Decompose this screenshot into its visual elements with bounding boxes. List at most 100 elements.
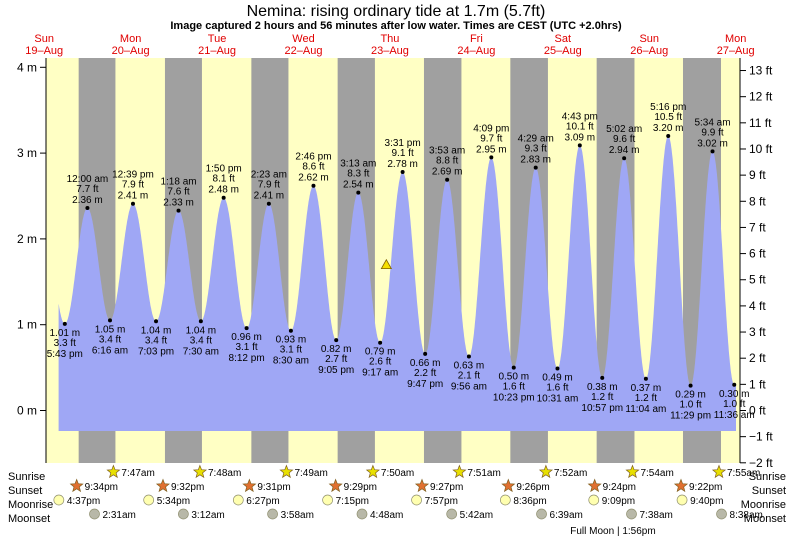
low-tide-m: 0.82 m xyxy=(321,344,352,355)
tide-point xyxy=(466,354,471,359)
tide-point xyxy=(311,183,316,188)
day-date: 19–Aug xyxy=(25,45,63,57)
low-tide-ft: 1.6 ft xyxy=(546,382,568,393)
low-tide-time: 10:23 pm xyxy=(493,393,535,404)
low-tide-ft: 2.2 ft xyxy=(414,368,436,379)
chart-title: Nemina: rising ordinary tide at 1.7m (5.… xyxy=(247,3,546,20)
y-right-tick-label: 13 ft xyxy=(749,64,773,78)
tide-point xyxy=(710,149,715,154)
y-right-tick-label: 5 ft xyxy=(749,273,766,287)
sunrise-time: 7:47am xyxy=(121,468,154,479)
y-right-tick-label: 4 ft xyxy=(749,299,766,313)
moonrise-icon xyxy=(676,494,688,506)
moonset-time: 8:38am xyxy=(730,510,763,521)
moonset-icon xyxy=(716,508,727,520)
low-tide-time: 10:31 am xyxy=(537,393,579,404)
high-tide-ft: 10.1 ft xyxy=(566,121,594,132)
low-tide-m: 1.01 m xyxy=(50,328,81,339)
moonrise-time: 4:37pm xyxy=(67,496,100,507)
high-tide-time: 3:31 pm xyxy=(385,138,421,149)
sunrise-row-label-right: Sunrise xyxy=(749,471,786,483)
low-tide-time: 9:47 pm xyxy=(407,379,443,390)
low-tide-time: 11:36 am xyxy=(714,410,755,421)
low-tide-time: 10:57 pm xyxy=(581,403,623,414)
tide-point xyxy=(533,165,538,170)
sunset-time: 9:32pm xyxy=(171,482,204,493)
tide-point xyxy=(62,321,67,326)
day-date: 23–Aug xyxy=(371,45,409,57)
day-name: Tue xyxy=(208,33,227,45)
tide-point xyxy=(489,155,494,160)
y-right-tick-label: 8 ft xyxy=(749,194,766,208)
day-name: Sun xyxy=(34,33,54,45)
day-date: 22–Aug xyxy=(285,45,323,57)
chart-subtitle: Image captured 2 hours and 56 minutes af… xyxy=(170,20,622,32)
low-tide-time: 11:04 am xyxy=(625,404,666,415)
moonrise-time: 8:36pm xyxy=(513,496,546,507)
high-tide-time: 3:13 am xyxy=(340,159,376,170)
tide-point xyxy=(577,143,582,148)
high-tide-time: 3:53 am xyxy=(429,146,465,157)
moonrise-time: 9:40pm xyxy=(690,496,723,507)
tide-point xyxy=(266,201,271,206)
moonrise-time: 7:15pm xyxy=(336,496,369,507)
row-labels: Sunrise Sunset Moonrise Moonset Sunrise … xyxy=(8,471,786,525)
day-name: Sat xyxy=(555,33,572,45)
moonset-icon xyxy=(536,508,547,520)
moonrise-icon xyxy=(232,494,244,506)
low-tide-ft: 3.4 ft xyxy=(190,335,212,346)
low-tide-time: 11:29 pm xyxy=(670,411,711,422)
low-tide-m: 0.79 m xyxy=(365,347,396,358)
tide-point xyxy=(643,376,648,381)
y-right-tick-label: 10 ft xyxy=(749,142,773,156)
low-tide-m: 0.96 m xyxy=(231,332,262,343)
high-tide-time: 4:09 pm xyxy=(473,123,509,134)
tide-point xyxy=(221,195,226,200)
day-date: 25–Aug xyxy=(544,45,582,57)
sunset-time: 9:31pm xyxy=(257,482,290,493)
tide-point xyxy=(688,383,693,388)
high-tide-m: 2.33 m xyxy=(163,198,194,209)
moonrise-row-label-left: Moonrise xyxy=(8,499,53,511)
high-tide-ft: 9.6 ft xyxy=(613,134,635,145)
high-tide-m: 2.54 m xyxy=(343,180,374,191)
sunset-icon xyxy=(155,478,170,493)
moonset-icon xyxy=(89,508,100,520)
low-tide-time: 9:17 am xyxy=(362,368,398,379)
sunset-time: 9:24pm xyxy=(603,482,636,493)
sunrise-time: 7:51am xyxy=(467,468,500,479)
low-tide-ft: 1.0 ft xyxy=(723,399,745,410)
high-tide-m: 3.02 m xyxy=(697,138,728,149)
y-right-tick-label: 11 ft xyxy=(749,116,772,130)
sunset-time: 9:26pm xyxy=(516,482,549,493)
day-date: 26–Aug xyxy=(630,45,668,57)
low-tide-time: 9:05 pm xyxy=(318,365,354,376)
high-tide-ft: 9.1 ft xyxy=(391,148,413,159)
high-tide-ft: 8.1 ft xyxy=(213,174,235,185)
high-tide-m: 2.95 m xyxy=(476,144,507,155)
moonrise-icon xyxy=(322,494,333,506)
sunrise-time: 7:50am xyxy=(381,468,414,479)
sunset-row-label-right: Sunset xyxy=(752,485,786,497)
tide-point xyxy=(400,169,405,174)
high-tide-time: 1:18 am xyxy=(160,177,196,188)
low-tide-ft: 2.6 ft xyxy=(369,357,391,368)
moonrise-icon xyxy=(588,494,600,506)
high-tide-m: 2.62 m xyxy=(298,173,329,184)
low-tide-ft: 1.6 ft xyxy=(503,382,525,393)
y-right-tick-label: 1 ft xyxy=(749,377,766,391)
high-tide-m: 3.20 m xyxy=(653,123,684,134)
day-name: Mon xyxy=(120,33,141,45)
day-date: 20–Aug xyxy=(112,45,150,57)
tide-area xyxy=(58,136,737,431)
low-tide-m: 0.50 m xyxy=(498,372,529,383)
sunrise-icon xyxy=(452,464,467,479)
high-tide-ft: 9.9 ft xyxy=(701,127,723,138)
y-right-tick-label: 0 ft xyxy=(749,404,766,418)
y-left-tick-label: 2 m xyxy=(17,232,37,246)
y-right-tick-label: 7 ft xyxy=(749,220,766,234)
moonset-icon xyxy=(626,508,637,520)
high-tide-time: 12:39 pm xyxy=(112,170,154,181)
y-right-tick-label: 3 ft xyxy=(749,325,766,339)
tide-point xyxy=(622,156,627,161)
